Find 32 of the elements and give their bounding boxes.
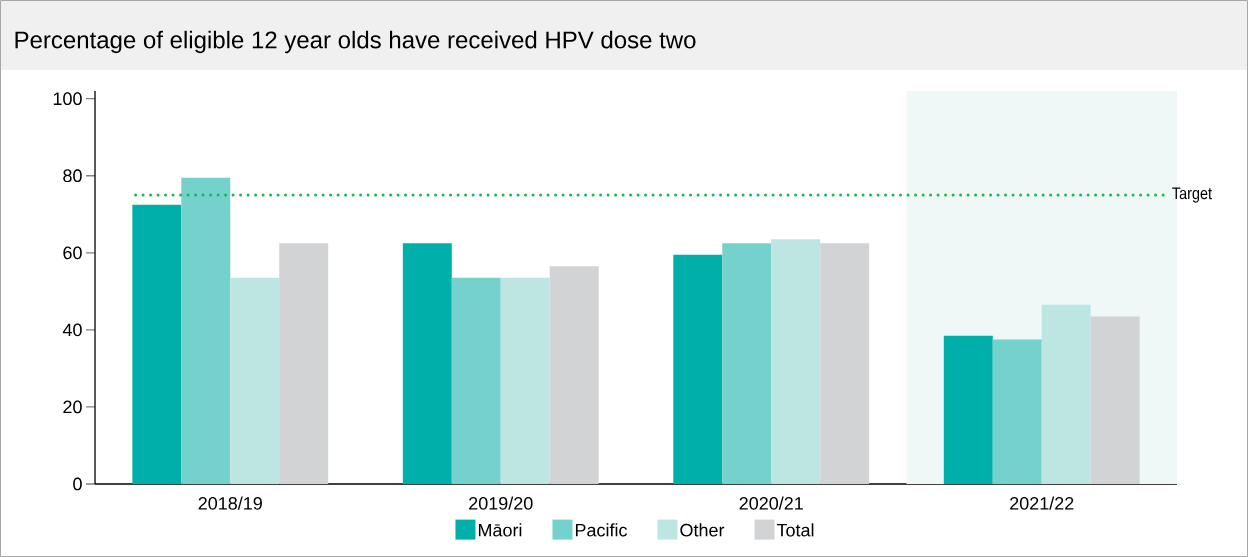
legend-label: Total (776, 523, 814, 537)
bar (132, 204, 182, 484)
y-tick-label: 40 (62, 323, 82, 337)
y-tick-label: 100 (53, 92, 82, 106)
x-tick-label: 2020/21 (739, 496, 803, 510)
x-tick-label: 2018/19 (198, 496, 262, 510)
bar (500, 277, 550, 484)
bar (722, 243, 772, 484)
bar (943, 335, 993, 484)
legend-label: Pacific (575, 523, 628, 537)
bar (1041, 304, 1091, 484)
legend-label: Other (680, 523, 725, 537)
x-tick-label: 2021/22 (1010, 496, 1074, 510)
chart-title: Percentage of eligible 12 year olds have received HPV dose two (15, 30, 696, 54)
legend-label: Māori (478, 523, 522, 537)
y-tick-label: 0 (73, 477, 82, 491)
bar (451, 277, 501, 484)
y-tick-label: 60 (63, 246, 82, 260)
bar (771, 239, 821, 484)
bar (181, 177, 231, 484)
ref-line-label: Target (1172, 187, 1212, 203)
bar (402, 243, 452, 484)
bar (279, 243, 329, 484)
bar (673, 254, 723, 484)
bar (1090, 316, 1140, 484)
bar (230, 277, 280, 484)
bar (820, 243, 870, 484)
x-tick-label: 2019/20 (469, 496, 533, 510)
y-tick-label: 80 (63, 169, 82, 183)
bar (549, 266, 599, 484)
y-tick-label: 20 (63, 400, 82, 414)
bar (992, 339, 1042, 484)
